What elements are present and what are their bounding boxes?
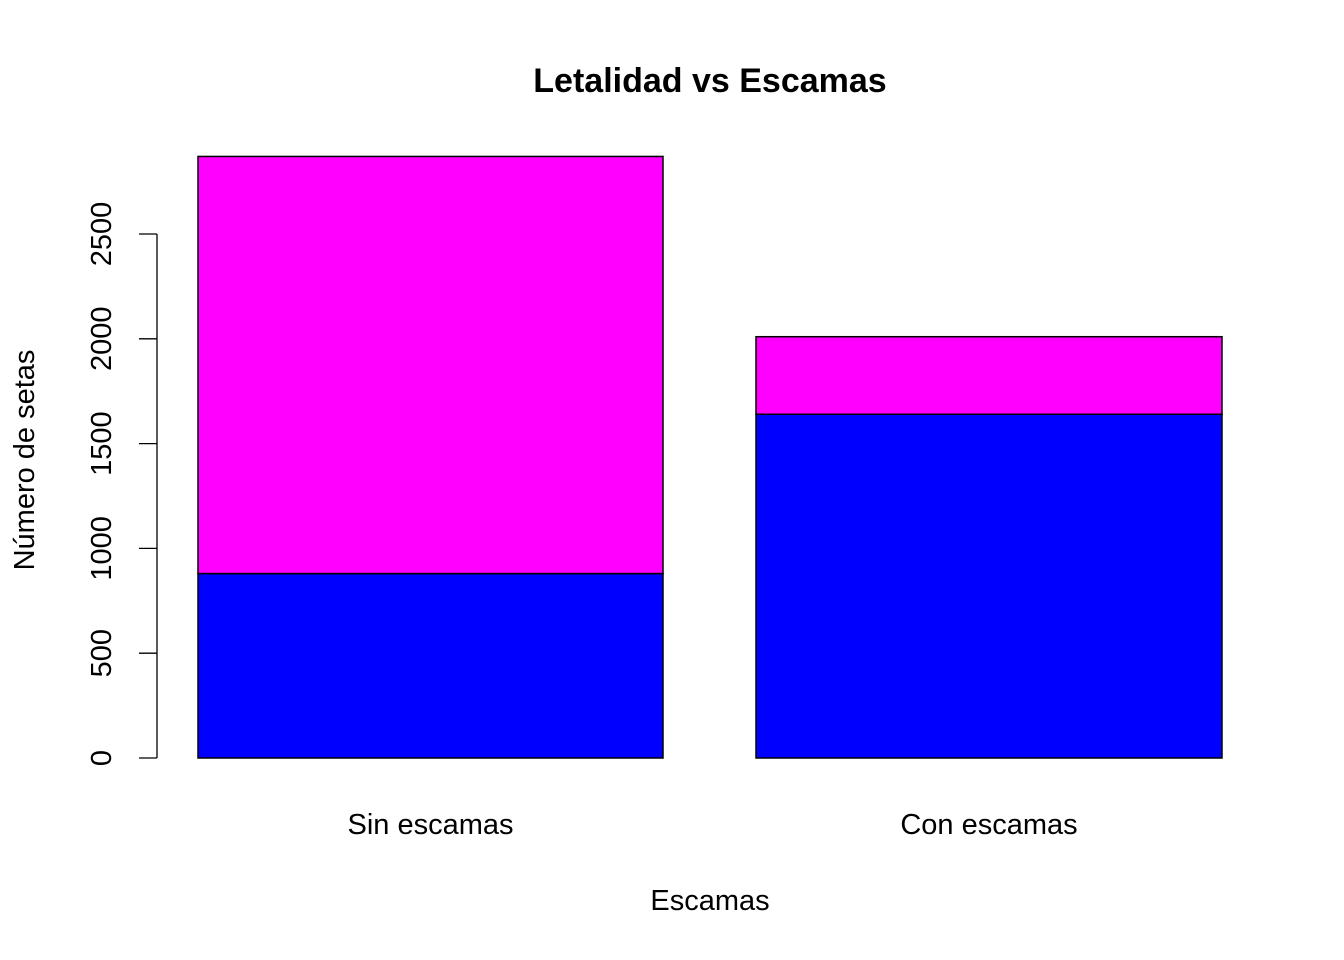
x-tick-label: Sin escamas	[347, 809, 513, 841]
chart-title: Letalidad vs Escamas	[533, 62, 886, 100]
y-tick-label: 2500	[86, 202, 118, 267]
bars	[197, 155, 1223, 759]
y-tick-label: 0	[86, 750, 118, 766]
y-axis: 0 500 1000 1500 2000 2500	[86, 202, 158, 766]
y-tick-label: 1000	[86, 516, 118, 581]
y-tick-label: 2000	[86, 307, 118, 372]
y-tick-label: 1500	[86, 411, 118, 476]
bar-segment	[755, 335, 1223, 416]
y-axis-label: Número de setas	[9, 350, 41, 571]
bar-segment	[755, 413, 1223, 759]
y-tick-label: 500	[86, 629, 118, 677]
x-tick-labels: Sin escamas Con escamas	[347, 809, 1077, 841]
bar-segment	[197, 572, 664, 759]
x-axis-label: Escamas	[650, 885, 769, 917]
bar-segment	[197, 155, 664, 575]
x-tick-label: Con escamas	[900, 809, 1077, 841]
